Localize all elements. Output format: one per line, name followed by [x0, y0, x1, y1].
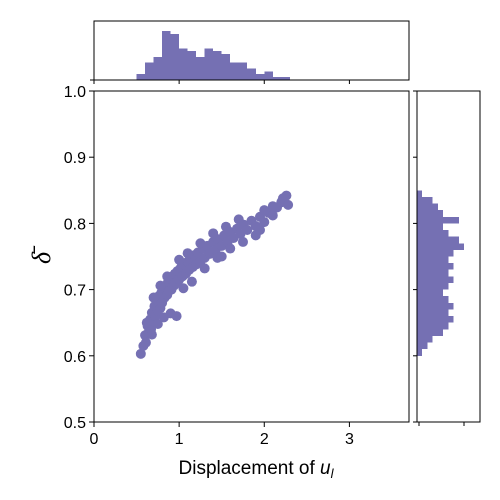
top-histogram-bar — [281, 77, 290, 80]
right-histogram-bar — [417, 322, 449, 330]
right-histogram-frame — [416, 90, 481, 423]
x-axis-ticks: 0 1 2 3 — [90, 422, 354, 448]
top-histogram-frame — [93, 20, 410, 81]
top-histogram-bar — [213, 51, 222, 80]
top-histogram-bar — [204, 48, 214, 80]
top-histogram-bar — [145, 62, 154, 80]
right-histogram-bar — [417, 276, 454, 283]
data-point — [242, 225, 253, 236]
right-histogram-ticks — [413, 90, 465, 426]
right-histogram-bar — [417, 223, 444, 231]
top-histogram-bar — [238, 62, 248, 80]
right-histogram-bar — [417, 256, 449, 264]
top-histogram-ticks — [90, 79, 350, 84]
right-histogram-bar — [417, 335, 433, 343]
data-point — [152, 319, 163, 330]
y-tick-label: 0.7 — [64, 283, 86, 300]
top-histogram-bar — [255, 74, 265, 80]
data-point — [208, 228, 219, 239]
right-histogram-bar — [417, 196, 433, 204]
top-histogram-bar — [196, 56, 205, 80]
top-histogram-bar — [162, 31, 171, 80]
y-tick-label: 0.9 — [64, 150, 86, 167]
scatter-points — [135, 190, 294, 359]
top-histogram-bar — [247, 68, 256, 80]
top-histogram-bar — [179, 48, 188, 80]
right-histogram-bar — [417, 282, 449, 290]
top-histogram-bar — [170, 33, 180, 80]
right-histogram-bar — [417, 316, 454, 323]
data-point — [199, 263, 210, 274]
right-histogram-bar — [417, 230, 449, 237]
data-point — [216, 251, 227, 262]
data-point — [283, 199, 294, 210]
top-histogram-bar — [136, 74, 146, 80]
x-tick-label: 3 — [345, 431, 354, 448]
data-point — [182, 248, 193, 259]
data-point — [267, 210, 278, 221]
data-point — [135, 348, 146, 359]
data-point — [140, 337, 151, 348]
y-tick-label: 0.6 — [64, 349, 86, 366]
data-point — [148, 292, 159, 303]
data-point — [141, 317, 152, 328]
data-point — [237, 236, 248, 247]
right-histogram-bar — [417, 269, 449, 277]
data-point — [267, 201, 278, 212]
right-histogram-bar — [417, 302, 454, 310]
top-histogram-bars — [136, 31, 290, 80]
right-histogram-bar — [417, 263, 454, 270]
y-tick-label: 0.8 — [64, 216, 86, 233]
data-point — [178, 283, 189, 294]
x-axis-label: Displacement of ul — [179, 458, 335, 481]
right-histogram — [413, 90, 481, 426]
data-point — [220, 221, 231, 232]
y-tick-label: 1.0 — [64, 84, 86, 101]
x-tick-label: 0 — [90, 431, 99, 448]
data-point — [162, 271, 173, 282]
data-point — [281, 190, 292, 201]
top-histogram-bar — [153, 56, 163, 80]
top-histogram-bar — [272, 77, 282, 80]
scatter-plot: 0 1 2 3 0.5 0.6 0.7 0.8 0.9 1.0 — [64, 84, 410, 448]
right-histogram-bar — [417, 190, 423, 197]
data-point — [225, 243, 236, 254]
right-histogram-bar — [417, 349, 423, 356]
data-point — [186, 276, 197, 287]
right-histogram-bars — [417, 190, 464, 356]
plot-frame — [93, 90, 410, 423]
right-histogram-bar — [417, 296, 449, 303]
right-histogram-bar — [417, 210, 444, 217]
data-point — [174, 254, 185, 265]
y-tick-label: 0.5 — [64, 415, 86, 432]
right-histogram-bar — [417, 216, 459, 224]
top-histogram-bar — [221, 54, 231, 80]
right-histogram-bar — [417, 203, 438, 211]
right-histogram-bar — [417, 329, 444, 336]
top-histogram — [90, 20, 410, 84]
right-histogram-bar — [417, 236, 459, 244]
data-point — [195, 238, 206, 249]
right-histogram-bar — [417, 342, 428, 350]
data-point — [233, 214, 244, 225]
right-histogram-bar — [417, 249, 454, 257]
right-histogram-bar — [417, 243, 464, 250]
right-histogram-bar — [417, 289, 444, 297]
data-point — [259, 205, 270, 216]
data-point — [171, 311, 182, 322]
y-axis-ticks: 0.5 0.6 0.7 0.8 0.9 1.0 — [64, 84, 94, 432]
y-axis-label: δ̄ — [27, 245, 56, 264]
data-point — [155, 280, 166, 291]
data-point — [146, 329, 157, 340]
right-histogram-bar — [417, 309, 449, 317]
x-tick-label: 2 — [260, 431, 269, 448]
x-tick-label: 1 — [175, 431, 184, 448]
top-histogram-bar — [264, 71, 273, 80]
top-histogram-bar — [230, 62, 239, 80]
data-point — [255, 225, 266, 236]
top-histogram-bar — [187, 51, 197, 80]
data-point — [259, 217, 270, 228]
